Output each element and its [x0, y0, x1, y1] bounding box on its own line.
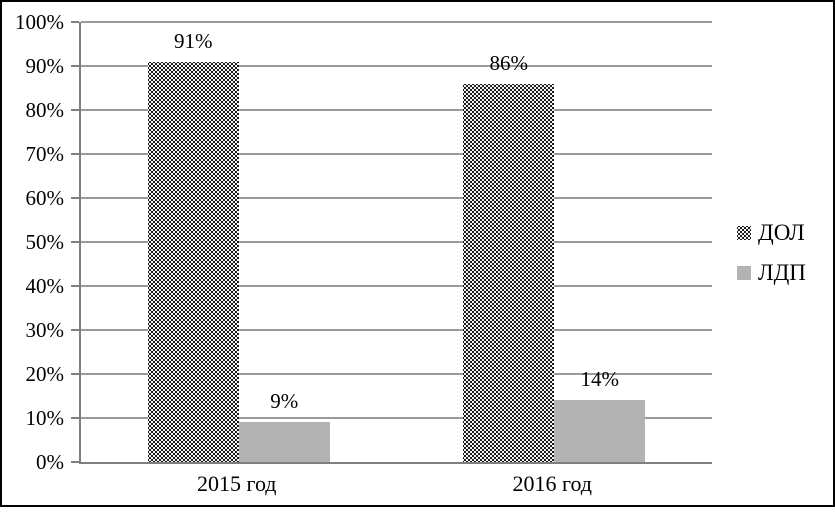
gridline-80pct [81, 109, 712, 111]
y-tick-label-80pct: 80% [25, 98, 65, 122]
data-label-dol-2016: 86% [489, 50, 529, 75]
gridline-50pct [81, 241, 712, 243]
y-axis-tick [71, 65, 79, 67]
gridline-30pct [81, 329, 712, 331]
y-axis-tick [71, 153, 79, 155]
gridline-10pct [81, 417, 712, 419]
data-label-ldp-2015: 9% [270, 389, 299, 414]
legend-entry-ldp: ЛДП [737, 259, 806, 287]
data-label-ldp-2016: 14% [580, 367, 620, 392]
y-axis-tick [71, 373, 79, 375]
y-tick-label-20pct: 20% [25, 362, 65, 386]
gridline-100pct [81, 21, 712, 23]
legend-marker-ldp-gray-swatch [737, 266, 751, 280]
y-tick-label-50pct: 50% [25, 230, 65, 254]
y-tick-label-10pct: 10% [25, 406, 65, 430]
y-axis-tick [71, 109, 79, 111]
gridline-90pct [81, 65, 712, 67]
y-tick-label-40pct: 40% [25, 274, 65, 298]
y-axis-tick [71, 197, 79, 199]
legend-marker-dol-pattern-swatch [737, 226, 751, 240]
legend-label-ldp: ЛДП [758, 260, 806, 285]
gridline-70pct [81, 153, 712, 155]
y-axis-tick [71, 21, 79, 23]
chart-legend: ДОЛ ЛДП [737, 219, 806, 299]
y-tick-label-100pct: 100% [15, 10, 64, 34]
y-axis-tick [71, 417, 79, 419]
plot-area: 91% 86% 9% 14% [71, 21, 712, 464]
data-label-dol-2015: 91% [174, 28, 213, 53]
y-tick-label-70pct: 70% [25, 142, 65, 166]
category-label-2016: 2016 год [512, 471, 593, 496]
y-tick-label-0pct: 0% [36, 450, 64, 474]
bar-dol-2015 [147, 61, 239, 462]
y-axis-tick [71, 285, 79, 287]
y-axis-tick [71, 241, 79, 243]
gridline-40pct [81, 285, 712, 287]
legend-entry-dol: ДОЛ [737, 219, 806, 247]
bar-ldp-2015 [238, 422, 330, 462]
y-tick-label-30pct: 30% [25, 318, 65, 342]
gridline-60pct [81, 197, 712, 199]
bar-dol-2016 [463, 83, 555, 462]
legend-label-dol: ДОЛ [758, 220, 805, 245]
category-label-2015: 2015 год [196, 471, 277, 496]
gridline-20pct [81, 373, 712, 375]
bar-ldp-2016 [554, 400, 646, 462]
y-axis-tick [71, 461, 79, 463]
y-axis-tick [71, 329, 79, 331]
y-tick-label-60pct: 60% [25, 186, 65, 210]
y-tick-label-90pct: 90% [25, 54, 65, 78]
